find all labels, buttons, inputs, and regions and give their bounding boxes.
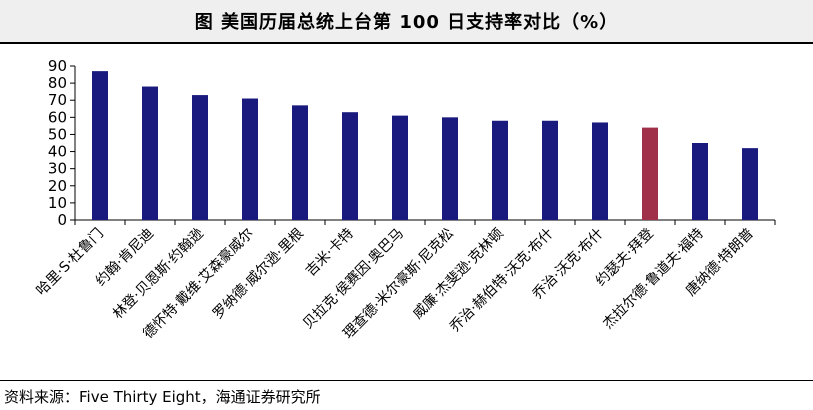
y-tick-label: 10 <box>48 194 67 212</box>
bar-chart: 0102030405060708090哈里·S·杜鲁门约翰·肯尼迪林登·贝恩斯·… <box>33 57 776 342</box>
bar <box>442 117 458 220</box>
bar <box>242 98 258 220</box>
x-tick-label: 威廉·杰斐逊·克林顿 <box>409 225 507 323</box>
bar <box>542 120 558 220</box>
y-tick-label: 20 <box>48 177 67 195</box>
bar <box>492 120 508 220</box>
y-tick-label: 80 <box>48 74 67 92</box>
bar <box>392 115 408 220</box>
bar <box>192 95 208 220</box>
bar <box>742 148 758 220</box>
y-tick-label: 90 <box>48 57 67 75</box>
y-tick-label: 0 <box>57 211 67 229</box>
footer-rule <box>0 380 813 381</box>
bar <box>592 122 608 220</box>
title-band: 图 美国历届总统上台第 100 日支持率对比（%） <box>0 0 813 44</box>
bar <box>692 143 708 220</box>
chart-title: 图 美国历届总统上台第 100 日支持率对比（%） <box>194 12 619 33</box>
y-tick-label: 30 <box>48 160 67 178</box>
y-tick-label: 50 <box>48 125 67 143</box>
x-tick-label: 罗纳德·威尔逊·里根 <box>210 226 307 323</box>
bar <box>92 71 108 220</box>
y-tick-label: 40 <box>48 143 67 161</box>
bar <box>342 112 358 220</box>
bar <box>642 127 658 220</box>
y-tick-label: 70 <box>48 91 67 109</box>
y-tick-label: 60 <box>48 108 67 126</box>
bar <box>292 105 308 220</box>
x-tick-label: 林登·贝恩斯·约翰逊 <box>110 226 207 323</box>
bar <box>142 86 158 221</box>
x-tick-label: 贝拉克·侯赛因·奥巴马 <box>299 225 406 332</box>
source-note: 资料来源：Five Thirty Eight，海通证券研究所 <box>4 388 321 406</box>
x-tick-label: 哈里·S·杜鲁门 <box>33 226 106 299</box>
